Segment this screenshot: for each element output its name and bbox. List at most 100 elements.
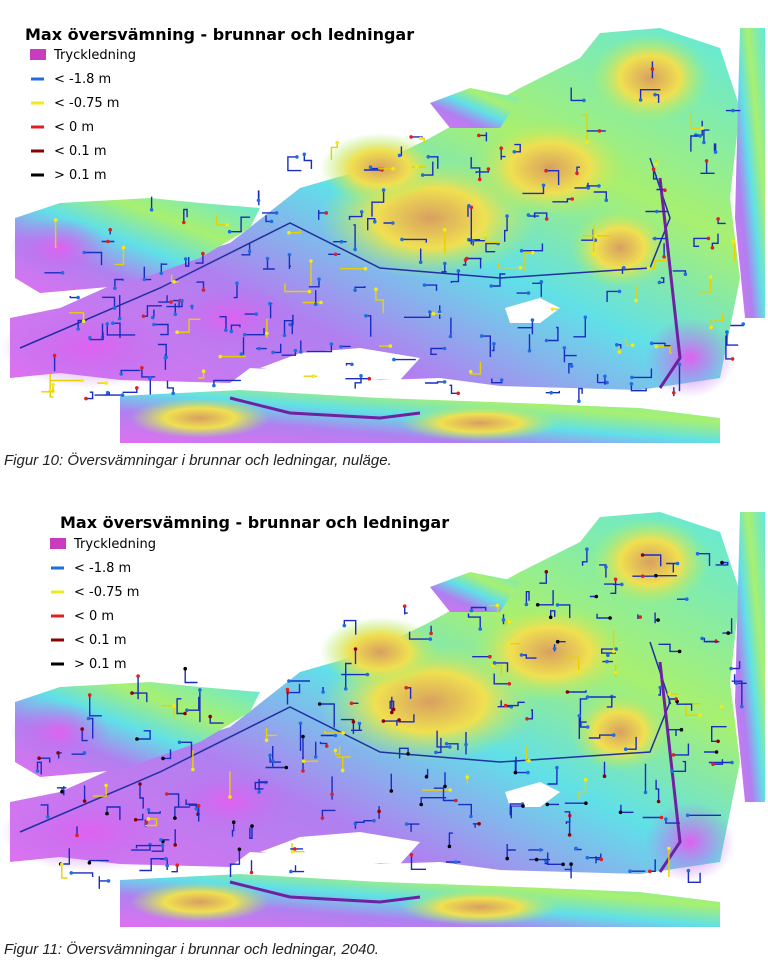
manhole <box>569 862 573 866</box>
manhole <box>477 177 482 182</box>
manhole <box>526 291 531 295</box>
legend-label: < 0 m <box>74 609 114 624</box>
pipe <box>229 849 241 877</box>
pipe <box>665 819 680 824</box>
pipe <box>673 743 690 756</box>
manhole <box>530 318 535 322</box>
manhole <box>287 679 291 683</box>
pipe <box>184 668 198 684</box>
pipe <box>144 818 158 827</box>
manhole <box>570 197 574 201</box>
terrain <box>160 767 300 837</box>
manhole <box>149 208 154 212</box>
manhole <box>363 266 368 271</box>
manhole <box>69 871 74 875</box>
pipe <box>573 317 586 338</box>
manhole <box>471 238 476 243</box>
manhole <box>81 319 86 324</box>
manhole <box>544 570 549 574</box>
pipe <box>472 823 480 828</box>
land <box>735 28 765 318</box>
pipe <box>291 843 305 853</box>
pipe <box>81 729 88 742</box>
pipe <box>672 760 687 772</box>
manhole <box>734 681 739 686</box>
manhole <box>324 744 329 748</box>
manhole <box>654 344 659 349</box>
manhole <box>87 861 92 865</box>
manhole <box>152 322 156 327</box>
manhole <box>726 631 730 635</box>
manhole <box>160 843 165 848</box>
pipe <box>106 323 136 336</box>
pipe <box>371 190 385 217</box>
manhole <box>429 631 433 636</box>
manhole <box>342 623 347 628</box>
manhole <box>53 218 58 222</box>
manhole <box>359 210 364 214</box>
manhole <box>582 98 586 103</box>
manhole <box>130 691 134 695</box>
legend-label: < 0.1 m <box>74 633 127 648</box>
manhole <box>527 759 531 763</box>
manhole <box>268 753 272 758</box>
water <box>260 348 420 380</box>
manhole <box>299 350 303 354</box>
manhole <box>105 390 110 395</box>
pipe <box>668 728 682 736</box>
manhole <box>82 799 87 803</box>
water <box>505 298 560 323</box>
manhole <box>321 690 325 694</box>
manhole <box>298 721 303 726</box>
manhole <box>488 654 492 659</box>
manhole <box>422 283 427 287</box>
manhole <box>731 239 735 244</box>
manhole <box>574 846 578 851</box>
manhole <box>212 383 216 388</box>
manhole <box>56 751 60 755</box>
manhole <box>524 602 529 607</box>
pipe <box>241 243 251 256</box>
manhole <box>265 331 269 336</box>
pipe <box>265 215 272 223</box>
pipe <box>143 305 162 317</box>
pipe <box>616 344 622 349</box>
manhole <box>561 862 565 867</box>
manhole <box>172 280 176 284</box>
manhole <box>507 682 512 686</box>
manhole <box>491 663 495 668</box>
pipe <box>593 191 607 201</box>
pipe <box>139 784 144 809</box>
pipe <box>54 220 57 249</box>
legend-swatch <box>31 173 44 177</box>
pipe <box>604 376 606 385</box>
pipe <box>466 257 482 269</box>
manhole <box>183 666 187 671</box>
manhole <box>173 816 177 820</box>
manhole <box>539 280 544 284</box>
pipe <box>244 328 265 336</box>
pipe <box>532 281 542 297</box>
manhole <box>339 239 344 244</box>
manhole <box>599 857 604 862</box>
manhole <box>653 236 657 241</box>
pipe <box>552 198 573 203</box>
manhole <box>555 639 560 644</box>
manhole <box>656 799 661 804</box>
manhole <box>506 641 511 646</box>
manhole <box>623 747 628 751</box>
pipe <box>652 169 657 180</box>
terrain <box>160 283 300 353</box>
manhole <box>620 582 624 587</box>
pipe <box>60 848 71 865</box>
manhole <box>442 346 447 351</box>
manhole <box>535 603 540 607</box>
manhole <box>740 704 744 709</box>
pipe <box>345 378 370 380</box>
manhole <box>576 670 581 674</box>
manhole <box>404 822 409 826</box>
pipe <box>493 673 510 685</box>
pipe <box>112 322 121 338</box>
manhole <box>555 603 560 607</box>
pipe <box>229 216 251 233</box>
